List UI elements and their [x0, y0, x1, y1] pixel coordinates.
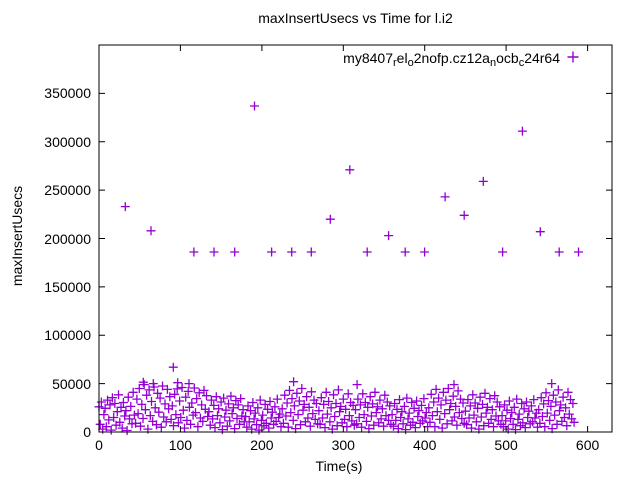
legend-text: ocb [496, 50, 519, 66]
legend-subscript: c [518, 57, 525, 69]
x-tick-label: 400 [413, 437, 437, 453]
scatter-points [94, 101, 583, 435]
y-tick-label: 0 [83, 424, 91, 440]
legend-plus-icon [567, 51, 579, 63]
y-tick-label: 250000 [44, 182, 91, 199]
x-tick-label: 500 [494, 437, 518, 453]
legend-subscript: o [407, 57, 414, 69]
y-tick-label: 150000 [44, 278, 91, 295]
chart-title: maxInsertUsecs vs Time for l.i2 [258, 10, 453, 26]
y-tick-label: 200000 [44, 230, 91, 247]
legend-label: my8407relo2nofp.cz12anocbc24r64 [343, 50, 560, 69]
legend-text: 2nofp.cz12a [413, 50, 490, 66]
legend-text: my8407 [343, 50, 393, 66]
tick-marks [98, 45, 612, 433]
y-tick-label: 350000 [44, 85, 91, 102]
x-tick-label: 300 [331, 437, 355, 453]
y-tick-label: 100000 [44, 327, 91, 344]
x-tick-label: 600 [575, 437, 600, 453]
legend-text: el [396, 50, 408, 66]
plot-border [98, 44, 613, 433]
legend-text: 24r64 [524, 50, 560, 66]
x-tick-label: 0 [95, 437, 103, 453]
legend-subscript: r [392, 57, 397, 69]
legend-subscript: n [489, 57, 497, 69]
x-axis-label: Time(s) [315, 458, 363, 474]
x-tick-label: 200 [250, 437, 274, 453]
y-tick-label: 50000 [52, 375, 91, 392]
x-tick-label: 100 [168, 437, 193, 453]
y-tick-label: 300000 [44, 133, 91, 150]
